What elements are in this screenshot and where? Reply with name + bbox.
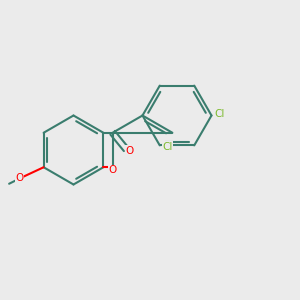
Text: Cl: Cl xyxy=(162,142,172,152)
Text: O: O xyxy=(16,173,24,183)
Text: O: O xyxy=(109,165,117,175)
Text: O: O xyxy=(126,146,134,156)
Text: Cl: Cl xyxy=(215,109,225,119)
